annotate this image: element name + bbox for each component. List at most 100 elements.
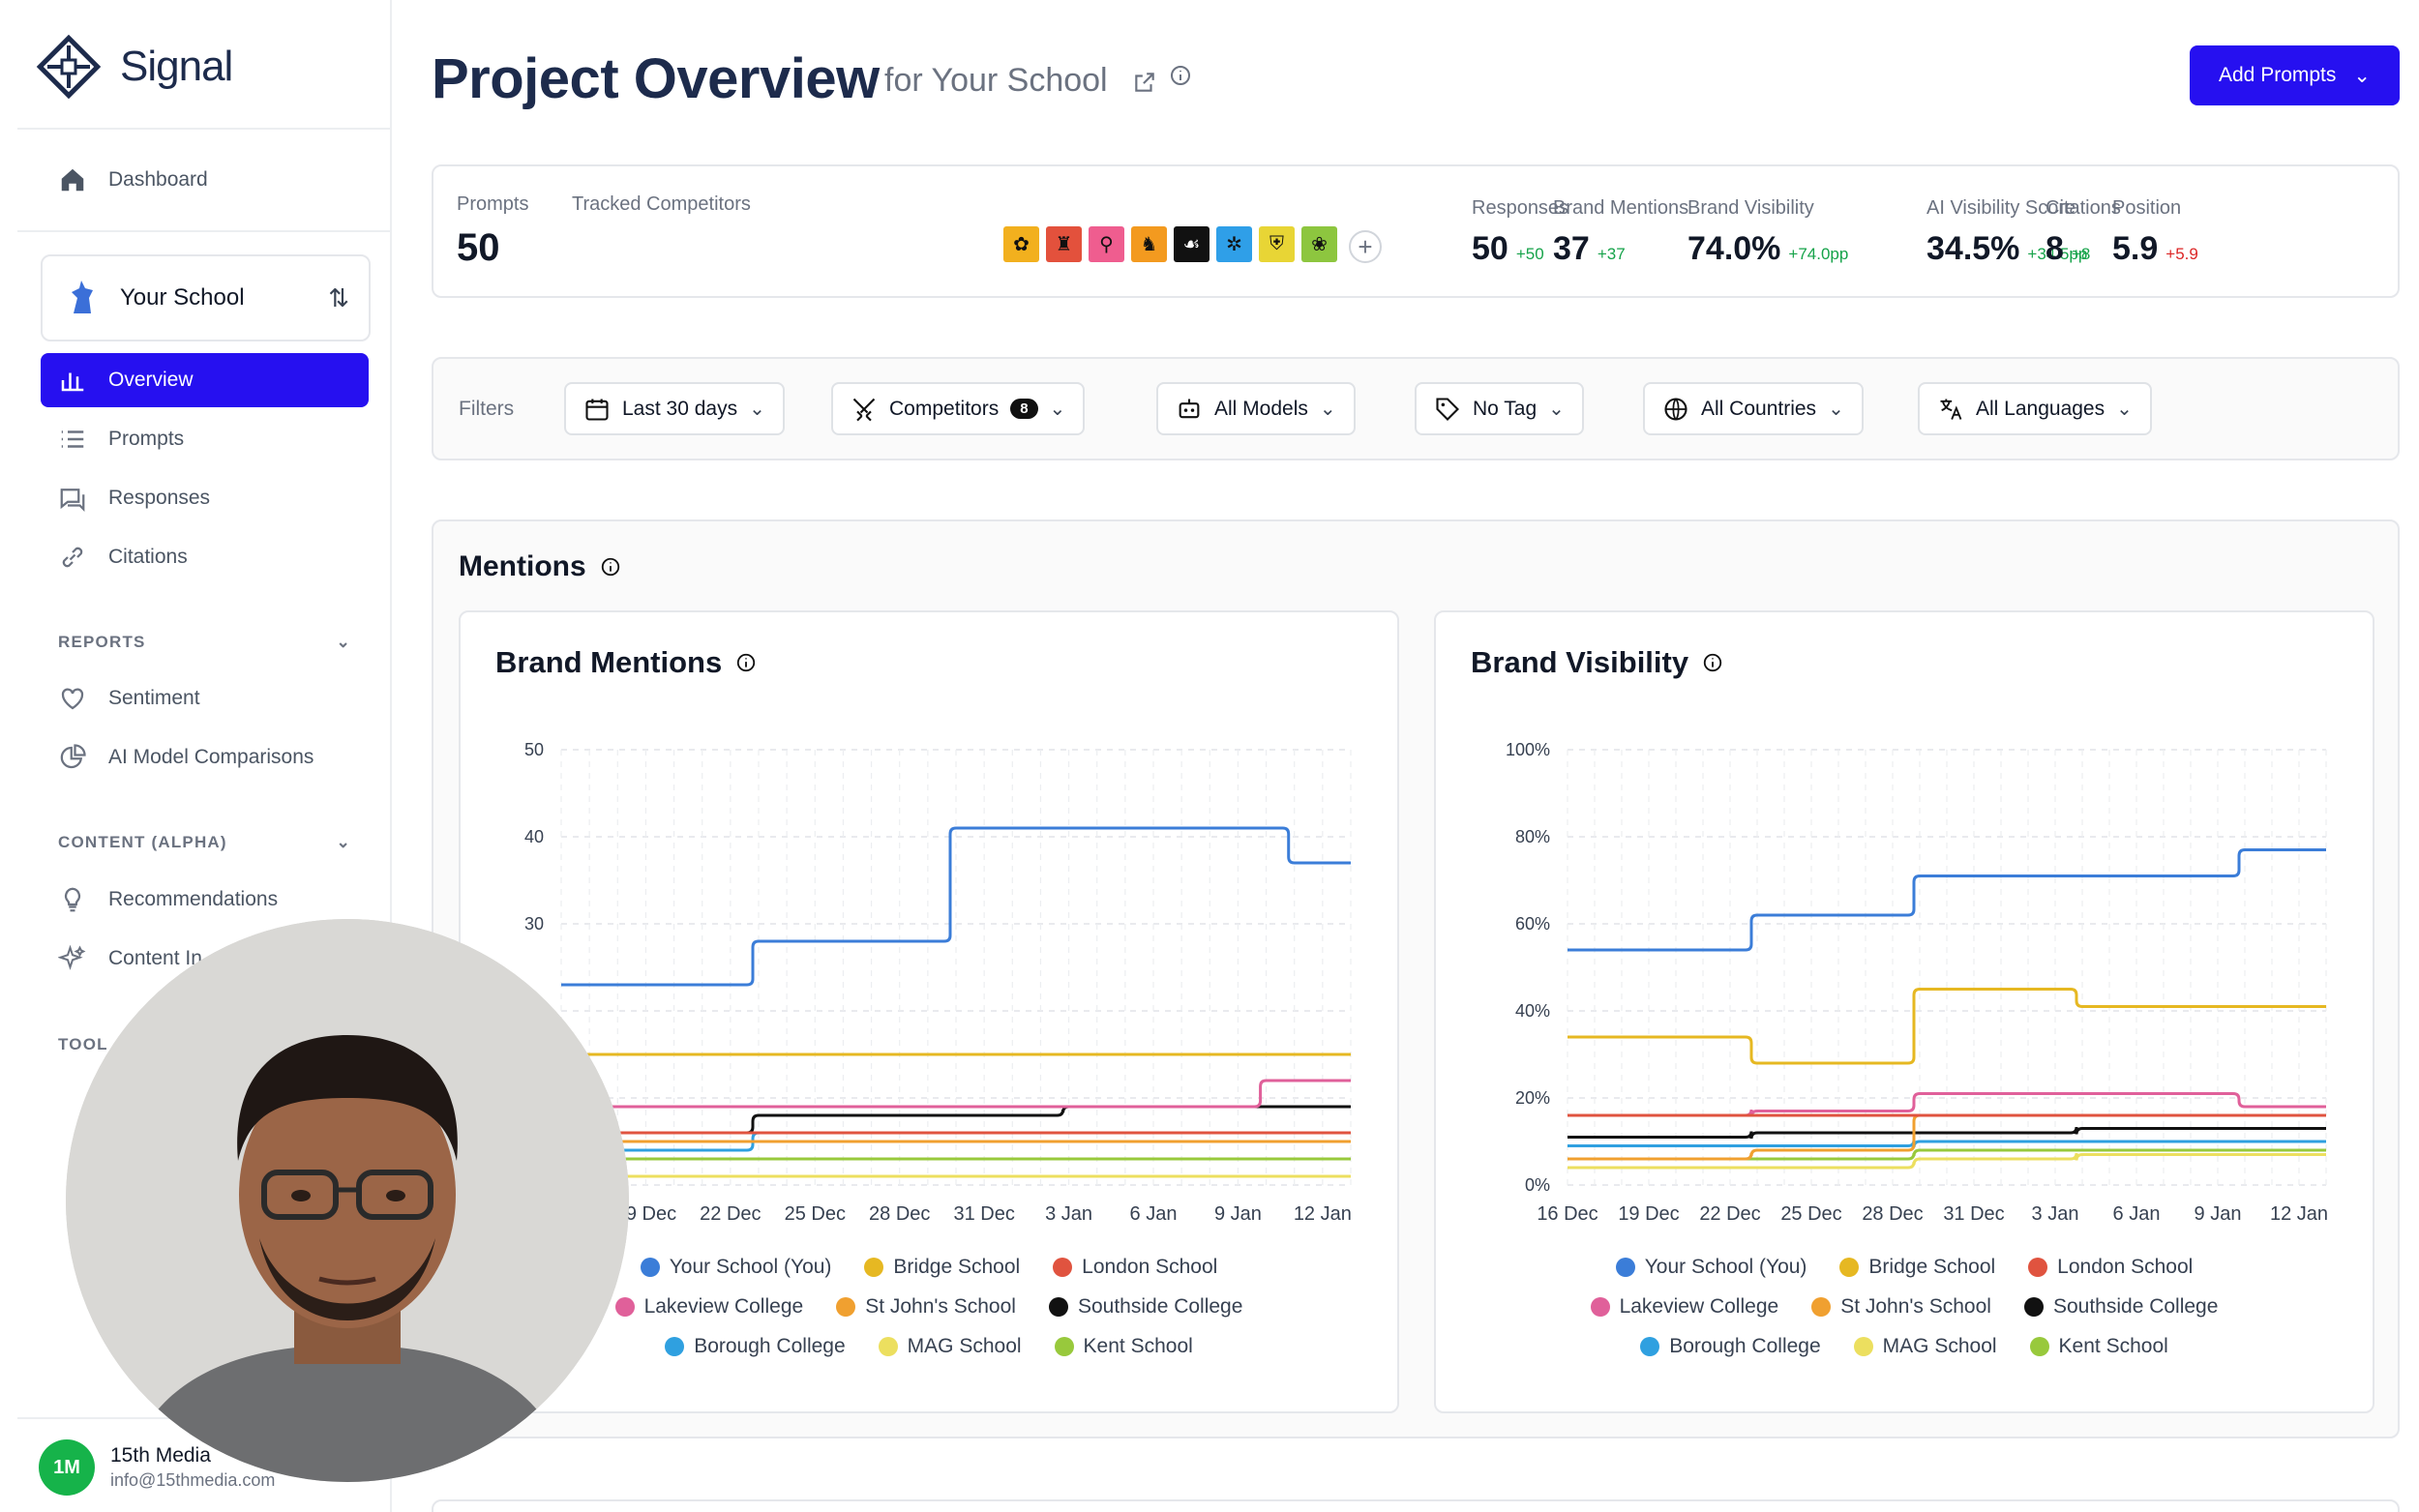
sidebar-item-content-insights[interactable]: Content In [41,932,361,986]
legend-item[interactable]: MAG School [878,1335,1022,1358]
legend-label: St John's School [1840,1294,1991,1318]
info-icon[interactable] [600,556,621,578]
sidebar-item-citations[interactable]: Citations [41,530,361,584]
series-line [1568,1148,2326,1161]
legend-row: Your School (You) Bridge School London Sch… [1436,1247,2373,1287]
metric-label: AI Visibility Score [1926,197,2076,219]
sidebar-divider [17,230,390,232]
legend-label: Kent School [2058,1334,2168,1357]
legend-item[interactable]: Your School (You) [640,1256,831,1279]
legend-item[interactable]: St John's School [836,1295,1016,1319]
languages-filter-label: All Languages [1976,397,2105,420]
languages-filter[interactable]: All Languages ⌄ [1918,382,2152,435]
app-logo[interactable]: Signal [35,33,233,101]
y-tick-label: 60% [1515,914,1550,934]
add-prompts-button[interactable]: Add Prompts ⌄ [2190,45,2400,105]
legend-swatch [1615,1257,1635,1277]
robot-icon [1179,399,1200,418]
info-icon[interactable] [1702,652,1723,673]
chart-title: Brand Visibility [1471,645,1689,679]
models-filter[interactable]: All Models ⌄ [1156,382,1356,435]
add-competitor-button[interactable]: + [1349,230,1382,263]
chevron-down-icon: ⌄ [2353,64,2371,87]
legend-item[interactable]: Borough College [1640,1334,1821,1358]
reports-section-header[interactable]: REPORTS ⌄ [58,633,351,652]
sidebar-item-label: Content In [108,947,202,969]
series-line [1568,1126,2326,1140]
legend-item[interactable]: Lakeview College [614,1295,803,1319]
metric-value: 74.0% +74.0pp [1687,230,1849,267]
sidebar-item-responses[interactable]: Responses [41,471,361,525]
legend-item[interactable]: Borough College [665,1334,846,1358]
legend-item[interactable]: Southside College [1048,1295,1242,1319]
competitor-logo-icon[interactable]: ✿ [1003,226,1039,262]
legend-item[interactable]: Kent School [1054,1334,1193,1358]
legend-item[interactable]: Kent School [2029,1334,2168,1358]
competitor-logo-icon[interactable]: ✲ [1216,226,1252,262]
metric-delta: +34.5pp [2027,245,2088,263]
legend-swatch [836,1296,856,1317]
competitor-logo-icon[interactable]: ❀ [1301,226,1337,262]
competitor-logo-icon[interactable]: ☙ [1174,226,1210,262]
legend-swatch [1811,1296,1832,1317]
tag-filter[interactable]: No Tag ⌄ [1415,382,1584,435]
competitor-logo-icon[interactable]: ⛨ [1259,226,1295,262]
info-icon[interactable] [735,652,757,673]
chevron-down-icon: ⌄ [1319,399,1336,420]
y-tick-label: 40 [524,827,544,846]
sidebar-item-dashboard[interactable]: Dashboard [41,153,361,207]
sidebar-item-ai-model-comparisons[interactable]: AI Model Comparisons [41,730,361,785]
legend-item[interactable]: Southside College [2023,1295,2218,1319]
legend-swatch [640,1257,660,1277]
avatar: 1M [39,1439,95,1496]
legend-swatch [2028,1257,2048,1277]
legend-item[interactable]: Bridge School [864,1256,1020,1279]
countries-filter-label: All Countries [1701,397,1817,420]
legend-item[interactable]: MAG School [1853,1335,1997,1358]
competitor-logo-icon[interactable]: ⚲ [1089,226,1124,262]
chart-title: Brand Mentions [495,645,723,679]
home-icon [61,168,84,192]
sidebar-item-sentiment[interactable]: Sentiment [41,671,361,726]
y-tick-label: 20% [1515,1088,1550,1108]
metric-label: Responses [1472,197,1569,219]
legend-item[interactable]: Bridge School [1839,1256,1995,1279]
sidebar-item-prompts[interactable]: Prompts [41,412,361,466]
section-label: CONTENT (ALPHA) [58,833,227,851]
competitors-filter[interactable]: Competitors 8 ⌄ [831,382,1086,435]
account-email: info@15thmedia.com [110,1470,276,1490]
y-tick-label: 30 [524,914,544,934]
x-tick-label: 31 Dec [1943,1203,2004,1225]
competitor-logo-icon[interactable]: ♜ [1046,226,1082,262]
metric-label: Brand Mentions [1553,197,1689,219]
signal-logo-icon [36,34,102,100]
legend-item[interactable]: Lakeview College [1590,1295,1778,1319]
legend-item[interactable]: London School [2028,1256,2193,1279]
sidebar-item-recommendations[interactable]: Recommendations [41,873,361,927]
legend-item[interactable]: London School [1053,1256,1217,1279]
x-tick-label: 31 Dec [953,1203,1014,1225]
tools-section-header[interactable]: TOOL [58,1035,351,1054]
sidebar-item-overview[interactable]: Overview [41,353,369,407]
legend-label: Borough College [694,1334,846,1357]
legend-label: Your School (You) [1644,1255,1807,1278]
metric-label: Brand Visibility [1687,197,1814,219]
y-tick-label: 80% [1515,827,1550,846]
legend-label: Kent School [1083,1334,1193,1357]
sidebar-item-label: Sentiment [108,687,200,709]
chevron-down-icon: ⌄ [1828,399,1844,420]
account-menu[interactable]: 1M 15th Media info@15thmedia.com [39,1439,275,1496]
chart-legend: Your School (You) Bridge School London Sch… [461,1247,1397,1366]
stats-card: Prompts 50 Tracked Competitors ✿ ♜ ⚲ ♞ ☙ ✲ ⛨ ❀ … [432,164,2400,298]
unicorn-icon [72,281,93,313]
school-switcher[interactable]: Your School ⇅ [41,254,371,341]
legend-label: Borough College [1669,1334,1821,1357]
legend-item[interactable]: Your School (You) [1615,1255,1807,1279]
legend-item[interactable]: St John's School [1811,1295,1991,1319]
date-range-filter[interactable]: Last 30 days ⌄ [564,382,785,435]
competitor-logo-icon[interactable]: ♞ [1131,226,1167,262]
info-icon[interactable] [1169,64,1192,87]
countries-filter[interactable]: All Countries ⌄ [1643,382,1864,435]
content-section-header[interactable]: CONTENT (ALPHA) ⌄ [58,833,351,852]
external-link-icon[interactable] [1132,70,1157,95]
